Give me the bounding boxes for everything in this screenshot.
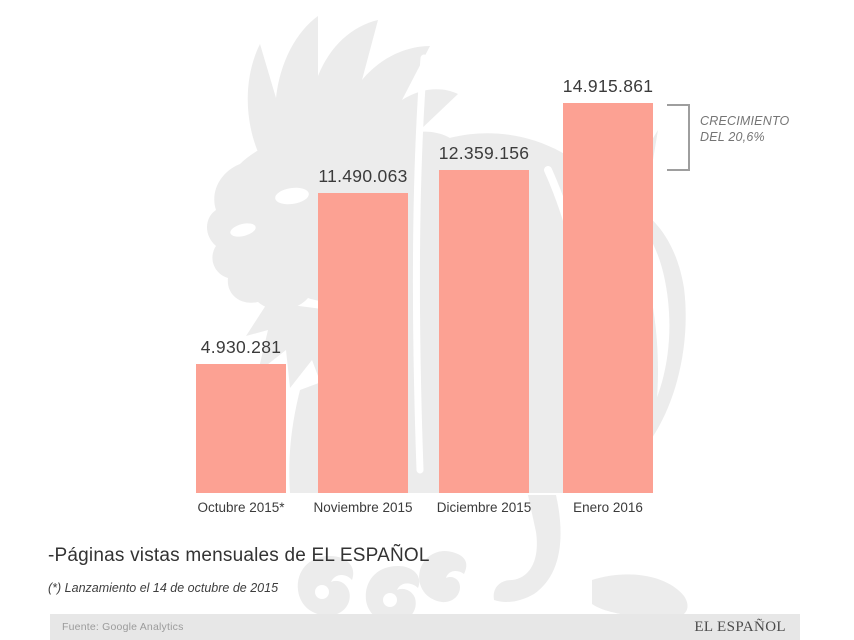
growth-annotation: CRECIMIENTO DEL 20,6% (700, 113, 789, 146)
growth-annotation-line2: DEL 20,6% (700, 130, 765, 145)
brand-logo: EL ESPAÑOL (694, 618, 786, 635)
growth-bracket (667, 104, 690, 171)
bar-column-noviembre: 11.490.063 (318, 0, 408, 493)
growth-annotation-line1: CRECIMIENTO (700, 114, 790, 128)
value-label: 12.359.156 (438, 143, 530, 163)
bar-chart: 4.930.281 11.490.063 12.359.156 14.915.8… (196, 0, 653, 493)
bar-column-octubre: 4.930.281 (196, 0, 286, 493)
value-label: 14.915.861 (562, 76, 654, 96)
bar (318, 193, 408, 493)
bar (196, 364, 286, 493)
value-label: 4.930.281 (200, 337, 282, 357)
source-credit: Fuente: Google Analytics (62, 621, 184, 633)
footer-band: Fuente: Google Analytics EL ESPAÑOL (50, 614, 800, 640)
bar-column-diciembre: 12.359.156 (439, 0, 529, 493)
axis-label-octubre: Octubre 2015* (197, 500, 285, 515)
axis-label-diciembre: Diciembre 2015 (436, 500, 532, 515)
bar-column-enero: 14.915.861 (563, 0, 653, 493)
footnote: (*) Lanzamiento el 14 de octubre de 2015 (48, 581, 279, 595)
value-label: 11.490.063 (318, 166, 408, 186)
bar (563, 103, 653, 493)
axis-label-noviembre: Noviembre 2015 (313, 500, 413, 515)
bar (439, 170, 529, 493)
chart-title: -Páginas vistas mensuales de EL ESPAÑOL (48, 545, 430, 566)
axis-label-enero: Enero 2016 (573, 500, 643, 515)
